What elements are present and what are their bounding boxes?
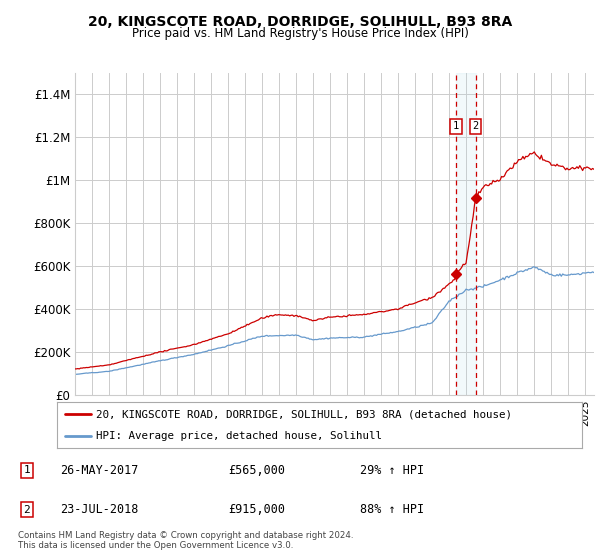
Text: 23-JUL-2018: 23-JUL-2018 xyxy=(60,503,139,516)
Text: £565,000: £565,000 xyxy=(228,464,285,477)
Text: 29% ↑ HPI: 29% ↑ HPI xyxy=(360,464,424,477)
Text: 88% ↑ HPI: 88% ↑ HPI xyxy=(360,503,424,516)
Bar xyxy=(456,73,476,395)
Text: 1: 1 xyxy=(23,465,31,475)
Text: 20, KINGSCOTE ROAD, DORRIDGE, SOLIHULL, B93 8RA: 20, KINGSCOTE ROAD, DORRIDGE, SOLIHULL, … xyxy=(88,15,512,29)
Text: Price paid vs. HM Land Registry's House Price Index (HPI): Price paid vs. HM Land Registry's House … xyxy=(131,27,469,40)
Text: 26-MAY-2017: 26-MAY-2017 xyxy=(60,464,139,477)
Text: 2: 2 xyxy=(473,122,479,132)
Text: HPI: Average price, detached house, Solihull: HPI: Average price, detached house, Soli… xyxy=(97,431,382,441)
Text: 1: 1 xyxy=(453,122,459,132)
Text: Contains HM Land Registry data © Crown copyright and database right 2024.
This d: Contains HM Land Registry data © Crown c… xyxy=(18,530,353,550)
Text: 2: 2 xyxy=(23,505,31,515)
Text: £915,000: £915,000 xyxy=(228,503,285,516)
Text: 20, KINGSCOTE ROAD, DORRIDGE, SOLIHULL, B93 8RA (detached house): 20, KINGSCOTE ROAD, DORRIDGE, SOLIHULL, … xyxy=(97,409,512,419)
